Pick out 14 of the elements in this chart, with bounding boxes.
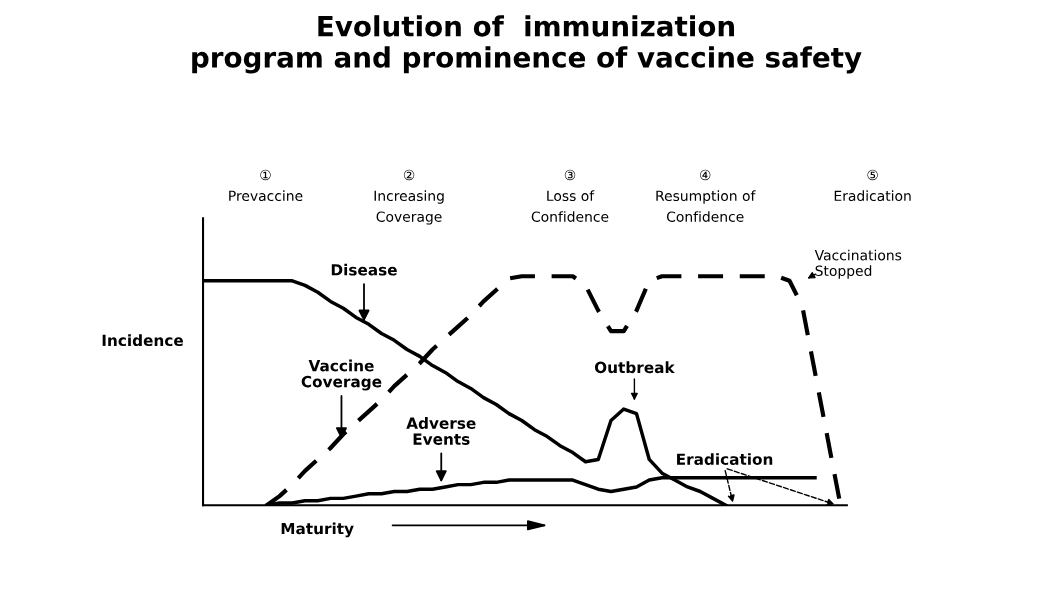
text: ④ Resumption of Confidence [656, 169, 756, 222]
text: ② Increasing Coverage [374, 169, 444, 225]
series-label: Disease [331, 263, 397, 276]
annotation: Eradication [677, 453, 773, 465]
text: ① Prevaccine [229, 169, 303, 202]
y-axis-title: Incidence [102, 334, 183, 347]
chart-title: Evolution of immunization program and prominence of vaccine safety [192, 15, 862, 74]
annotation: Vaccinations Stopped [814, 249, 902, 279]
text: ⑤ Eradication [834, 169, 911, 202]
annotation: Outbreak [594, 361, 675, 374]
text: Adverse Events [406, 417, 476, 445]
series-label: Vaccine Coverage [301, 359, 382, 391]
text: ③ Loss of Confidence [531, 169, 609, 222]
x-axis-title: Maturity [281, 522, 354, 538]
